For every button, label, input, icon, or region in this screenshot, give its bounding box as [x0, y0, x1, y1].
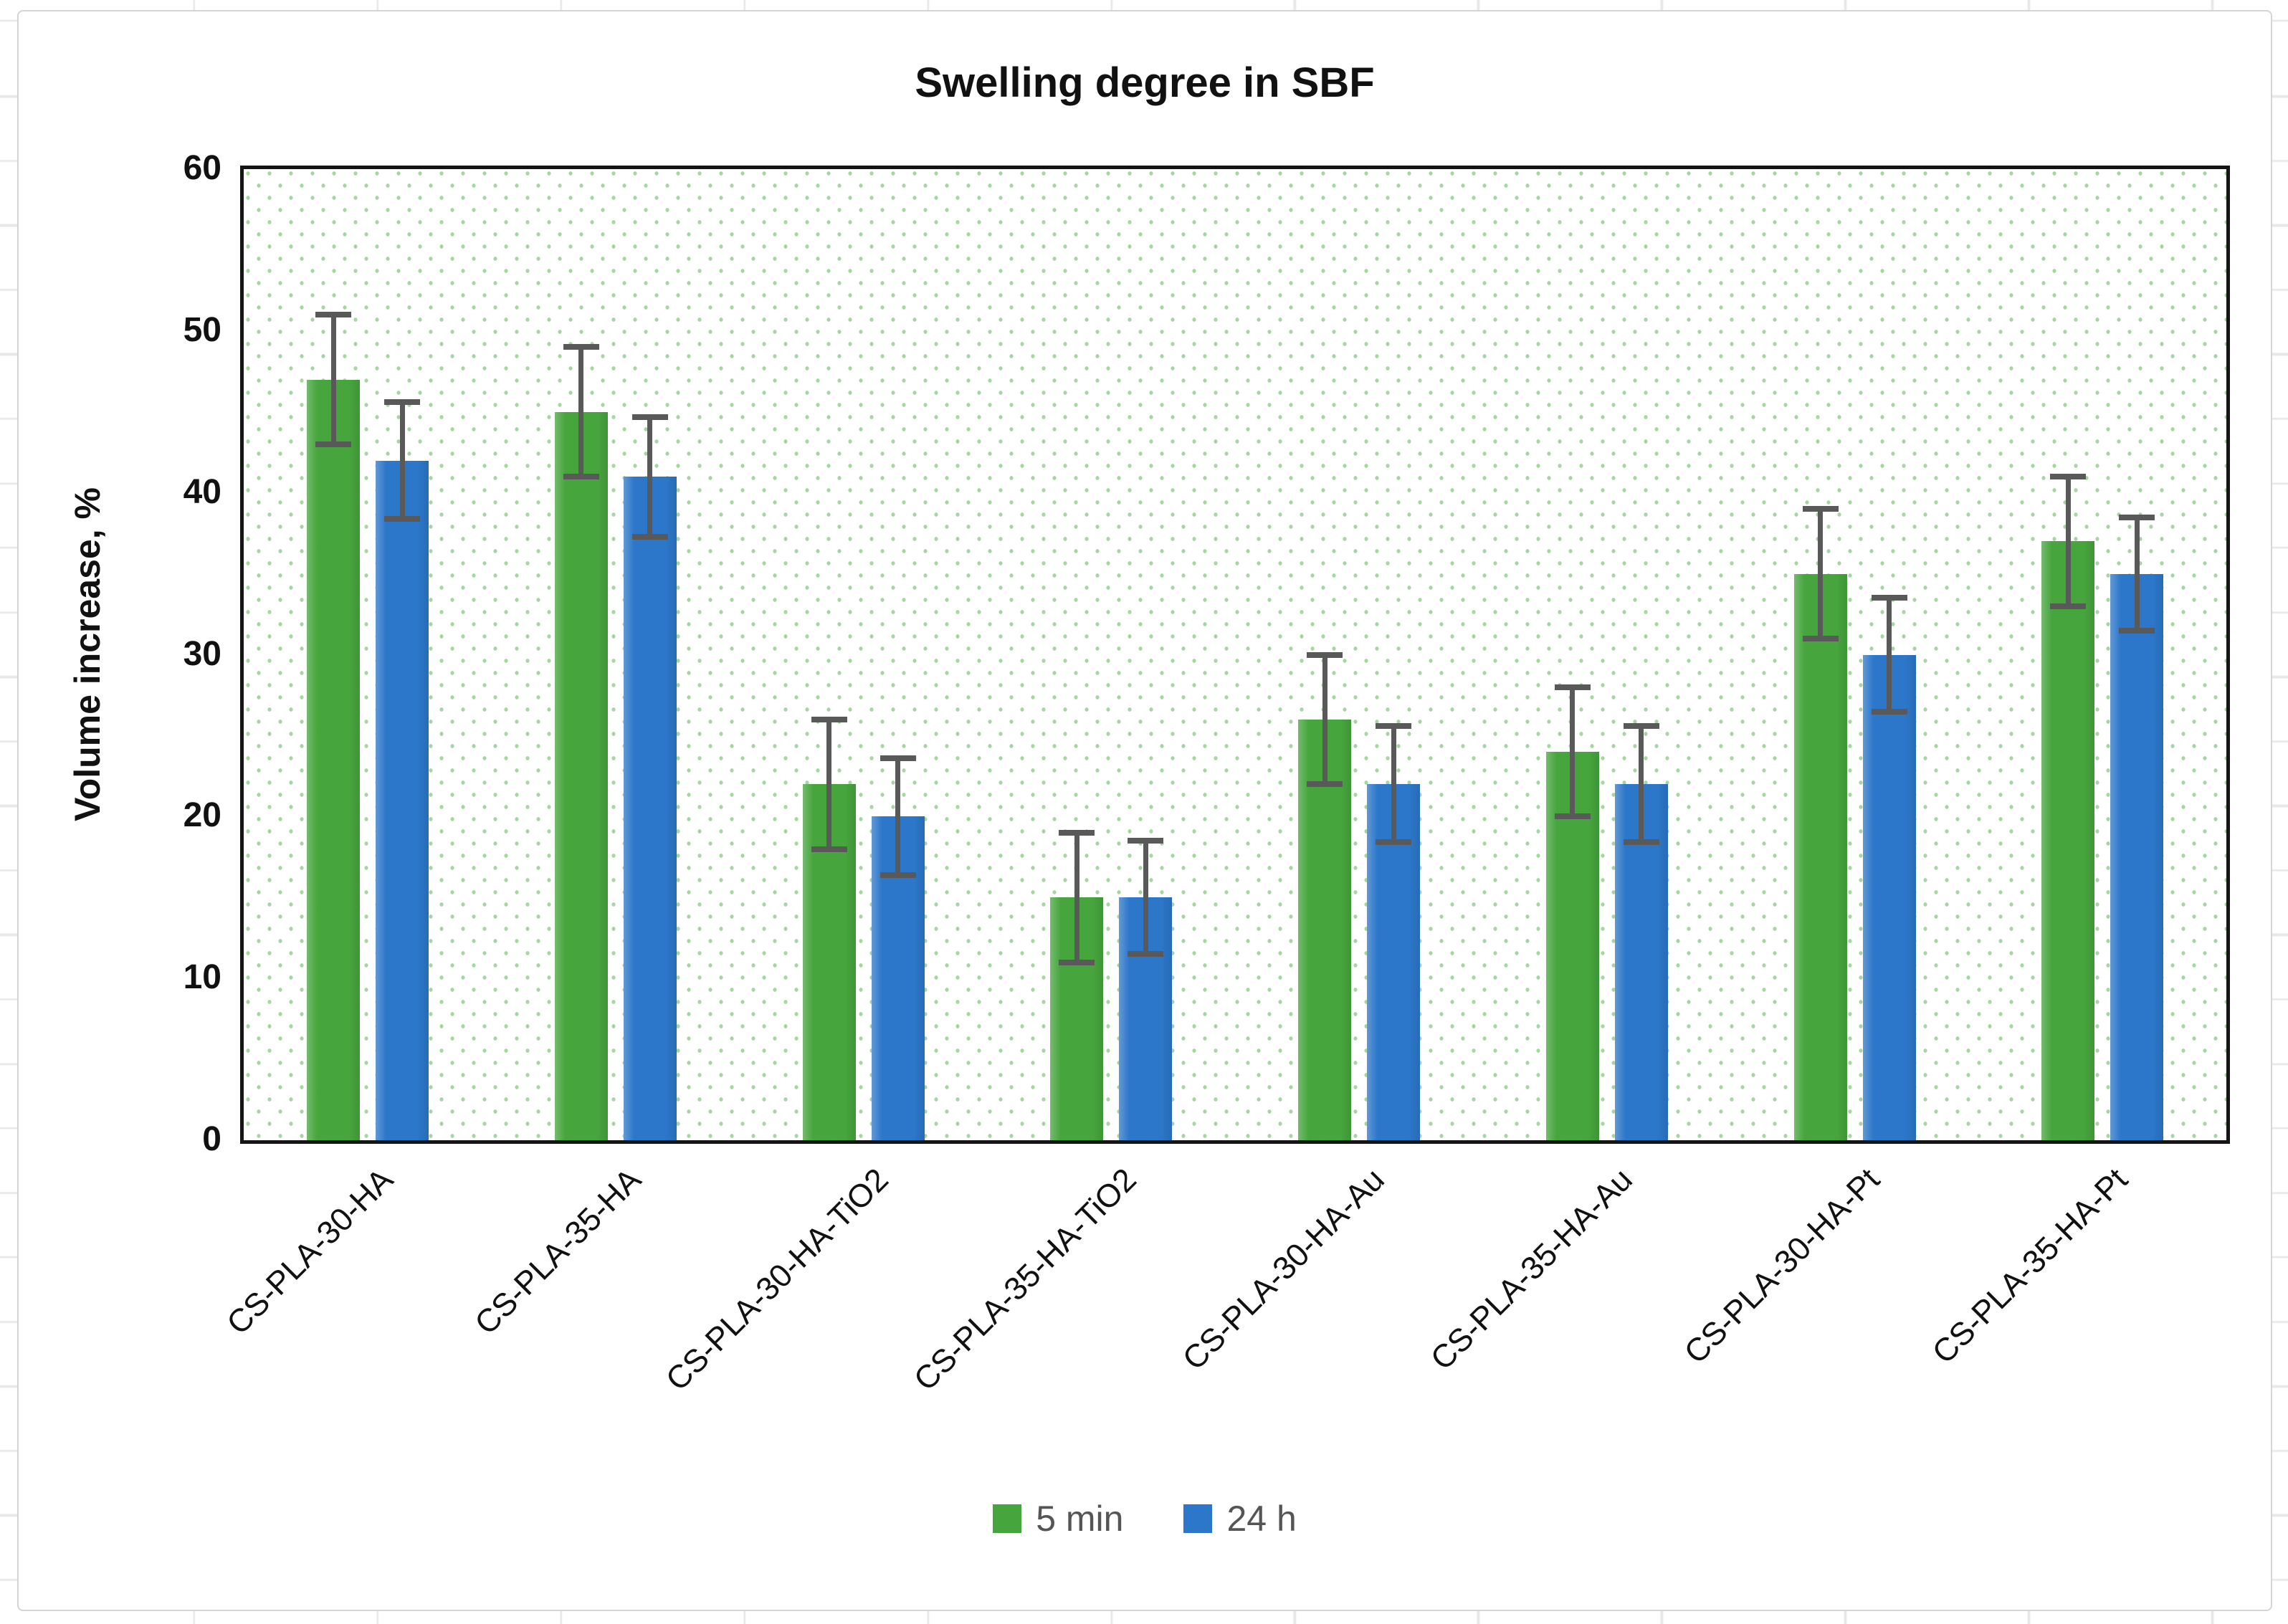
- bar-5min-CS-PLA-35-HA-Pt: [2041, 541, 2095, 1140]
- y-axis-title: Volume increase, %: [67, 487, 108, 821]
- x-category-label: CS-PLA-30-HA-TiO2: [659, 1160, 896, 1398]
- y-tick-label: 40: [183, 472, 221, 511]
- error-bar-cap: [1128, 838, 1164, 844]
- bar-5min-CS-PLA-30-HA-Au: [1298, 719, 1351, 1140]
- error-bar-cap: [563, 344, 599, 350]
- error-bar-24h-CS-PLA-30-HA-Pt: [1887, 598, 1892, 712]
- error-bar-5min-CS-PLA-35-HA-Au: [1570, 687, 1576, 817]
- bar-shading: [376, 460, 429, 1140]
- y-tick-label: 10: [183, 958, 221, 997]
- error-bar-5min-CS-PLA-35-HA: [578, 347, 584, 477]
- error-bar-cap: [811, 716, 847, 722]
- legend-item-24h: 24 h: [1183, 1499, 1297, 1539]
- error-bar-cap: [1871, 595, 1907, 601]
- bar-24h-CS-PLA-35-HA: [623, 477, 677, 1140]
- error-bar-cap: [1554, 813, 1591, 820]
- error-bar-cap: [2119, 514, 2155, 520]
- error-bar-cap: [880, 871, 916, 878]
- bar-24h-CS-PLA-35-HA-TiO2: [1119, 897, 1173, 1140]
- legend: 5 min 24 h: [19, 1501, 2271, 1537]
- x-category-label: CS-PLA-35-HA-TiO2: [906, 1160, 1144, 1398]
- bar-5min-CS-PLA-35-HA-TiO2: [1050, 897, 1104, 1140]
- error-bar-24h-CS-PLA-30-HA-Au: [1391, 725, 1396, 843]
- chart-title: Swelling degree in SBF: [915, 59, 1375, 106]
- error-bar-24h-CS-PLA-30-HA-TiO2: [895, 758, 900, 875]
- chart-container[interactable]: Swelling degree in SBF Volume increase, …: [17, 10, 2272, 1611]
- error-bar-cap: [631, 414, 668, 420]
- bar-shading: [1793, 573, 1847, 1140]
- bar-24h-CS-PLA-30-HA: [376, 460, 429, 1140]
- error-bar-5min-CS-PLA-35-HA-TiO2: [1074, 832, 1079, 963]
- x-category-label: CS-PLA-35-HA: [467, 1160, 648, 1342]
- bar-shading: [554, 411, 608, 1140]
- error-bar-cap: [1623, 839, 1659, 846]
- error-bar-cap: [2050, 474, 2087, 480]
- error-bar-cap: [880, 755, 916, 762]
- error-bar-cap: [1871, 708, 1907, 715]
- error-bar-5min-CS-PLA-30-HA-Au: [1322, 654, 1327, 785]
- bar-24h-CS-PLA-35-HA-Pt: [2110, 573, 2164, 1140]
- y-tick-label: 50: [183, 310, 221, 349]
- error-bar-cap: [1623, 722, 1659, 729]
- error-bar-cap: [315, 441, 351, 447]
- bar-shading: [307, 379, 360, 1140]
- bar-shading: [1298, 719, 1351, 1140]
- error-bar-cap: [384, 399, 420, 406]
- error-bar-cap: [1128, 951, 1164, 957]
- error-bar-cap: [1376, 839, 1411, 846]
- error-bar-cap: [1059, 829, 1095, 836]
- error-bar-5min-CS-PLA-35-HA-Pt: [2065, 477, 2071, 606]
- error-bar-cap: [2119, 627, 2155, 634]
- error-bar-5min-CS-PLA-30-HA-Pt: [1818, 509, 1823, 639]
- y-tick-label: 20: [183, 796, 221, 835]
- bar-5min-CS-PLA-35-HA: [554, 411, 608, 1140]
- bar-5min-CS-PLA-30-HA: [307, 379, 360, 1140]
- bar-shading: [2041, 541, 2095, 1140]
- error-bar-24h-CS-PLA-35-HA-Pt: [2134, 517, 2140, 631]
- error-bar-cap: [2050, 603, 2087, 609]
- x-category-label: CS-PLA-30-HA: [219, 1160, 400, 1342]
- error-bar-cap: [1376, 722, 1411, 729]
- legend-label-24h: 24 h: [1226, 1499, 1297, 1539]
- bar-5min-CS-PLA-30-HA-Pt: [1793, 573, 1847, 1140]
- error-bar-24h-CS-PLA-35-HA: [647, 416, 653, 537]
- error-bar-cap: [1307, 781, 1343, 788]
- error-bar-cap: [384, 515, 420, 522]
- bar-24h-CS-PLA-30-HA-Pt: [1862, 654, 1916, 1140]
- error-bar-cap: [1802, 506, 1839, 512]
- x-category-label: CS-PLA-35-HA-Au: [1423, 1160, 1639, 1377]
- legend-swatch-24h: [1183, 1504, 1213, 1533]
- error-bar-cap: [631, 533, 668, 540]
- plot-area: [240, 166, 2230, 1144]
- error-bar-5min-CS-PLA-30-HA: [330, 315, 336, 444]
- error-bar-cap: [1802, 635, 1839, 641]
- error-bar-5min-CS-PLA-30-HA-TiO2: [826, 719, 831, 849]
- y-tick-label: 30: [183, 634, 221, 673]
- legend-item-5min: 5 min: [993, 1501, 1123, 1537]
- error-bar-24h-CS-PLA-30-HA: [399, 402, 405, 519]
- bar-shading: [1862, 654, 1916, 1140]
- legend-label-5min: 5 min: [1036, 1499, 1124, 1539]
- error-bar-24h-CS-PLA-35-HA-Au: [1639, 725, 1644, 843]
- y-tick-label: 60: [183, 149, 221, 187]
- bar-shading: [2110, 573, 2164, 1140]
- error-bar-cap: [811, 846, 847, 852]
- x-category-label: CS-PLA-30-HA-Au: [1175, 1160, 1391, 1377]
- error-bar-cap: [1307, 651, 1343, 658]
- x-category-label: CS-PLA-35-HA-Pt: [1925, 1160, 2135, 1371]
- error-bar-cap: [1059, 959, 1095, 965]
- error-bar-24h-CS-PLA-35-HA-TiO2: [1143, 841, 1148, 955]
- error-bar-cap: [315, 312, 351, 318]
- x-category-label: CS-PLA-30-HA-Pt: [1677, 1160, 1887, 1371]
- legend-swatch-5min: [993, 1504, 1022, 1533]
- error-bar-cap: [563, 474, 599, 480]
- bar-shading: [623, 477, 677, 1140]
- y-tick-label: 0: [202, 1120, 221, 1158]
- error-bar-cap: [1554, 684, 1591, 690]
